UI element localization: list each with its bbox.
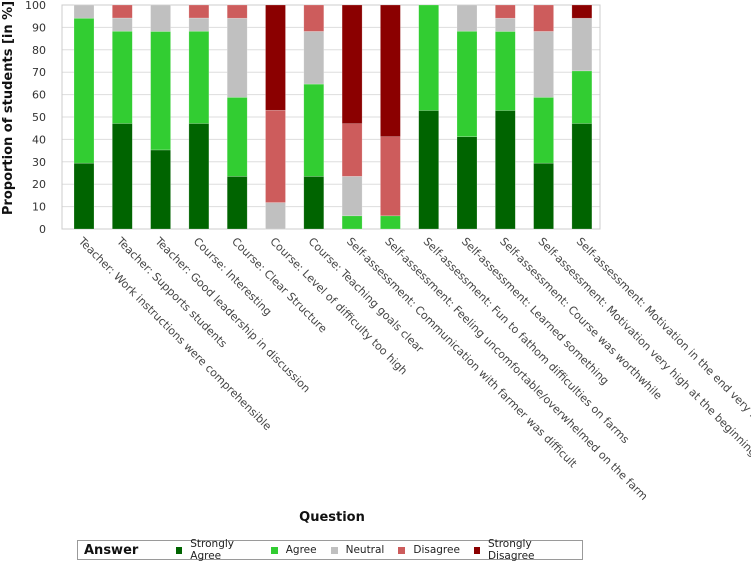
bar-segment-strongly-agree: [456, 136, 478, 230]
y-tick-label: 60: [32, 89, 46, 102]
bar-segment-strongly-agree: [150, 149, 171, 230]
legend-swatch: [473, 546, 480, 554]
legend-swatch: [176, 546, 183, 554]
bar-segment-agree: [494, 31, 516, 111]
bar-segment-strongly-disagree: [571, 4, 593, 19]
bar-segment-disagree: [341, 123, 363, 177]
x-axis-title: Question: [299, 510, 365, 525]
bar-segment-neutral: [226, 17, 248, 98]
y-tick-label: 10: [32, 201, 46, 214]
bar-segment-neutral: [303, 31, 325, 85]
bar-segment-disagree: [226, 4, 248, 19]
y-tick-label: 50: [32, 111, 46, 124]
bar-segment-neutral: [265, 202, 286, 230]
y-tick-label: 70: [32, 66, 46, 79]
legend-label: Agree: [285, 544, 317, 556]
legend-label: Neutral: [345, 544, 385, 556]
gridlines: [61, 4, 601, 230]
bar-segment-strongly-agree: [188, 123, 210, 230]
legend-swatch: [330, 546, 338, 554]
bar-segment-neutral: [341, 176, 363, 217]
bar-segment-neutral: [571, 17, 593, 72]
bar-segment-disagree: [303, 4, 325, 32]
bar-segment-strongly-agree: [112, 123, 133, 230]
bar-segment-neutral: [188, 17, 210, 32]
bar-segment-neutral: [533, 31, 554, 98]
y-tick-label: 30: [32, 156, 46, 169]
legend-item-neutral: Neutral: [330, 544, 385, 556]
y-tick-label: 0: [39, 223, 46, 236]
bar-segment-agree: [188, 30, 210, 124]
y-tick-label: 100: [25, 0, 46, 12]
legend-label: Disagree: [413, 544, 460, 556]
bars: [73, 4, 593, 230]
legend-item-strongly-agree: Strongly Agree: [176, 538, 256, 562]
legend-title: Answer: [84, 542, 139, 558]
bar-segment-agree: [456, 30, 478, 138]
bar-segment-strongly-disagree: [341, 4, 363, 125]
bar-segment-disagree: [494, 4, 516, 19]
plot-frame: [61, 4, 601, 230]
bar-segment-agree: [533, 96, 554, 164]
bar-segment-agree: [341, 215, 363, 230]
bar-segment-agree: [150, 31, 171, 151]
bar-segment-disagree: [380, 136, 401, 217]
bar-segment-disagree: [188, 4, 210, 19]
bar-segment-strongly-agree: [494, 110, 516, 230]
bar-segment-disagree: [265, 109, 286, 203]
legend: Answer Strongly Agree Agree Neutral Disa…: [77, 538, 583, 562]
x-tick-labels: Teacher: Work instructions were comprehe…: [75, 234, 751, 503]
legend-label: Strongly Agree: [190, 538, 235, 562]
legend-item-agree: Agree: [270, 544, 317, 556]
bar-segment-agree: [303, 83, 325, 177]
bar-segment-agree: [380, 215, 401, 230]
x-tick-label: Course: Level of difficulty too high: [267, 235, 410, 378]
bar-segment-strongly-disagree: [265, 4, 286, 111]
bar-segment-strongly-agree: [418, 110, 440, 230]
legend-item-strongly-disagree: Strongly Disagree: [473, 538, 568, 562]
y-tick-label: 90: [32, 21, 46, 34]
bar-segment-agree: [112, 30, 133, 124]
bar-segment-disagree: [112, 4, 133, 19]
y-tick-label: 40: [32, 133, 46, 146]
bar-segment-neutral: [112, 17, 133, 32]
y-axis-title: Proportion of students [in %]: [1, 1, 16, 215]
bar-segment-strongly-agree: [73, 162, 95, 230]
bar-segment-strongly-disagree: [380, 4, 401, 138]
y-tick-label: 20: [32, 178, 46, 191]
bar-segment-strongly-agree: [226, 176, 248, 230]
bar-segment-neutral: [73, 4, 95, 19]
bar-segment-agree: [571, 70, 593, 124]
legend-item-disagree: Disagree: [398, 544, 460, 556]
legend-label: Strongly Disagree: [487, 538, 535, 562]
y-tick-labels: 0 10 20 30 40 50 60 70 80 90 100: [25, 0, 46, 236]
y-tick-label: 80: [32, 44, 46, 57]
bar-segment-disagree: [533, 4, 554, 32]
legend-swatch: [398, 546, 406, 554]
bar-segment-strongly-agree: [303, 176, 325, 230]
bar-segment-strongly-agree: [571, 123, 593, 230]
bar-segment-agree: [226, 96, 248, 177]
bar-segment-neutral: [494, 17, 516, 32]
legend-swatch: [270, 546, 278, 554]
bar-segment-neutral: [150, 4, 171, 32]
bar-segment-agree: [418, 4, 440, 111]
bar-segment-strongly-agree: [533, 162, 554, 230]
bar-segment-neutral: [456, 4, 478, 32]
bar-segment-agree: [73, 17, 95, 164]
